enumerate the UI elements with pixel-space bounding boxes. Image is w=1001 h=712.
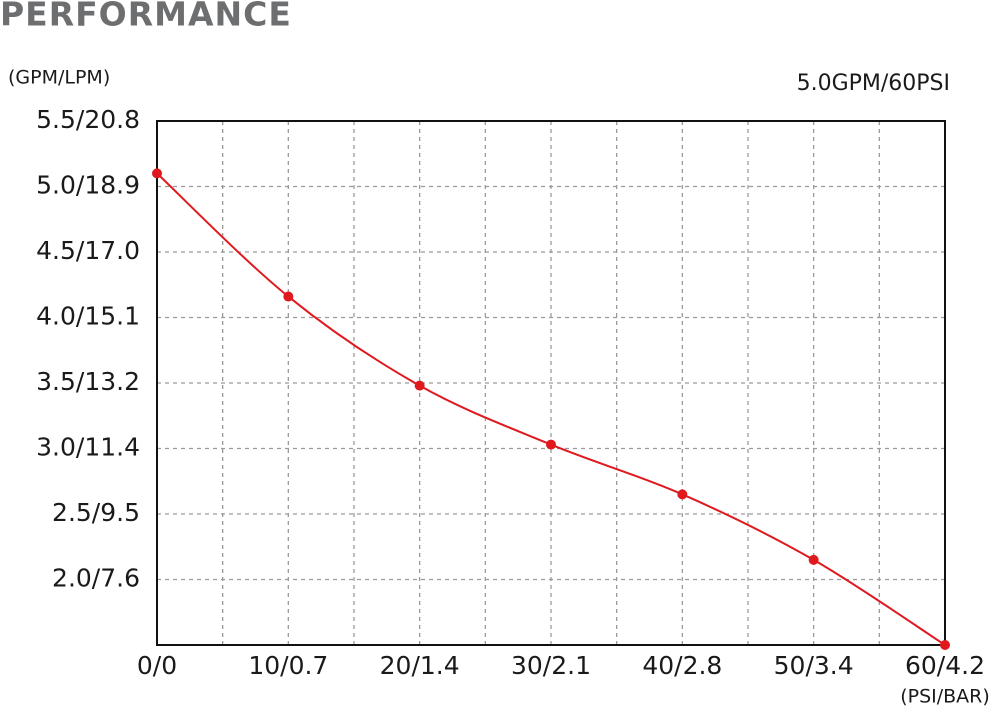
y-tick-label: 4.0/15.1	[36, 302, 140, 331]
data-point	[414, 380, 425, 391]
x-tick-label: 0/0	[137, 651, 177, 680]
data-point	[677, 489, 688, 500]
y-tick-label: 2.5/9.5	[52, 498, 140, 527]
x-axis-label: (PSI/BAR)	[900, 686, 990, 708]
y-tick-label: 5.0/18.9	[36, 171, 140, 200]
marks	[152, 168, 950, 650]
x-tick-label: 50/3.4	[774, 651, 854, 680]
x-tick-label: 30/2.1	[511, 651, 591, 680]
plot-frame	[156, 120, 946, 646]
y-tick-label: 3.0/11.4	[36, 433, 140, 462]
x-tick-label: 10/0.7	[248, 651, 328, 680]
data-point	[152, 168, 162, 179]
chart-title: PERFORMANCE	[0, 0, 292, 34]
y-tick-label: 2.0/7.6	[52, 564, 140, 593]
data-point	[283, 291, 294, 302]
legend-label: 5.0GPM/60PSI	[797, 71, 950, 96]
grid	[156, 120, 946, 645]
x-tick-label: 40/2.8	[642, 651, 722, 680]
data-point	[546, 439, 556, 450]
x-tick-label: 60/4.2	[905, 651, 985, 680]
y-tick-label: 3.5/13.2	[36, 367, 140, 396]
x-tick-label: 20/1.4	[380, 651, 460, 680]
data-point	[940, 640, 950, 650]
y-tick-label: 4.5/17.0	[36, 236, 140, 265]
data-point	[808, 554, 819, 565]
y-tick-label: 5.5/20.8	[36, 105, 140, 134]
y-axis-label: (GPM/LPM)	[8, 67, 110, 89]
